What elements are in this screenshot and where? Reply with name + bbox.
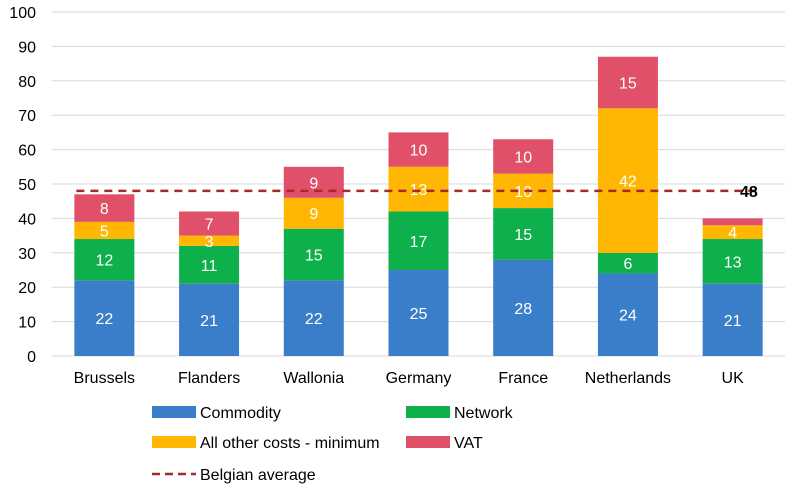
data-label: 15 <box>514 227 532 244</box>
bar-segment <box>179 211 240 236</box>
legend-label: VAT <box>454 435 483 452</box>
data-label: 13 <box>724 254 742 271</box>
bar-segment <box>74 221 135 240</box>
reference-line-label: 48 <box>740 184 758 201</box>
data-label: 8 <box>100 201 109 218</box>
y-tick-label: 20 <box>18 280 36 297</box>
y-tick-label: 30 <box>18 246 36 263</box>
legend: Commodity Network All other costs - minimu… <box>152 405 514 484</box>
y-tick-label: 100 <box>9 5 36 22</box>
x-tick-label: France <box>498 370 548 387</box>
bar-segment <box>388 211 449 270</box>
bar-segment <box>702 283 763 356</box>
bar-segment <box>74 194 135 222</box>
data-label: 15 <box>619 76 637 93</box>
legend-swatch <box>406 436 450 448</box>
data-label: 25 <box>410 306 428 323</box>
x-axis: Brussels Flanders Wallonia Germany France Net… <box>74 370 744 387</box>
x-tick-label: Germany <box>386 370 452 387</box>
belgian-average-line: 48 <box>76 184 761 201</box>
bar-segment <box>283 197 344 229</box>
y-tick-label: 80 <box>18 74 36 91</box>
x-tick-label: UK <box>722 370 745 387</box>
bar-segment <box>597 108 658 253</box>
data-label: 42 <box>619 174 637 191</box>
bar-segment <box>283 228 344 281</box>
y-tick-label: 90 <box>18 39 36 56</box>
legend-label: Belgian average <box>200 467 316 484</box>
data-label: 5 <box>100 223 109 240</box>
legend-swatch <box>406 406 450 418</box>
data-label: 12 <box>95 253 113 270</box>
data-label: 7 <box>205 217 214 234</box>
bar-segment <box>597 56 658 109</box>
data-label: 10 <box>514 149 532 166</box>
data-label: 4 <box>728 225 737 242</box>
bar-segment <box>388 132 449 167</box>
bar-segment <box>179 245 240 284</box>
legend-swatch <box>152 406 196 418</box>
bar-segment <box>179 235 240 246</box>
data-label: 11 <box>201 258 218 275</box>
bar-segment <box>283 166 344 198</box>
y-tick-label: 0 <box>27 349 36 366</box>
data-label: 28 <box>514 301 532 318</box>
data-label: 22 <box>95 311 113 328</box>
bar-segment <box>388 270 449 356</box>
y-tick-label: 70 <box>18 108 36 125</box>
data-label: 17 <box>410 234 428 251</box>
bar-segment <box>702 225 763 240</box>
data-label: 21 <box>200 313 218 330</box>
data-label: 10 <box>410 143 428 160</box>
bar-segment <box>493 208 554 260</box>
data-label: 24 <box>619 308 637 325</box>
bar-segment <box>283 280 344 356</box>
x-tick-label: Brussels <box>74 370 135 387</box>
data-label: 9 <box>309 175 318 192</box>
legend-swatch <box>152 436 196 448</box>
x-tick-label: Wallonia <box>283 370 344 387</box>
legend-label: All other costs - minimum <box>200 435 380 452</box>
legend-label: Commodity <box>200 405 281 422</box>
data-label: 10 <box>514 184 532 201</box>
x-tick-label: Netherlands <box>585 370 671 387</box>
bar-segment <box>74 280 135 356</box>
y-axis: 0 10 20 30 40 50 60 70 80 90 100 <box>9 5 785 366</box>
y-tick-label: 40 <box>18 211 36 228</box>
data-label: 9 <box>309 206 318 223</box>
data-label: 6 <box>623 256 632 273</box>
y-tick-label: 50 <box>18 177 36 194</box>
bar-segment <box>493 139 554 174</box>
y-tick-label: 10 <box>18 315 36 332</box>
bars: 2212582111372215992517131028151010246421… <box>74 56 763 356</box>
bar-segment <box>179 283 240 356</box>
x-tick-label: Flanders <box>178 370 240 387</box>
data-label: 22 <box>305 311 323 328</box>
bar-segment <box>74 239 135 281</box>
data-label: 21 <box>724 313 742 330</box>
bar-segment <box>702 218 763 226</box>
y-tick-label: 60 <box>18 143 36 160</box>
bar-segment <box>493 259 554 356</box>
bar-segment <box>388 166 449 212</box>
legend-label: Network <box>454 405 514 422</box>
bar-segment <box>597 252 658 274</box>
bar-segment <box>702 239 763 284</box>
data-label: 15 <box>305 248 323 265</box>
bar-segment <box>597 273 658 356</box>
data-label: 3 <box>205 234 214 251</box>
